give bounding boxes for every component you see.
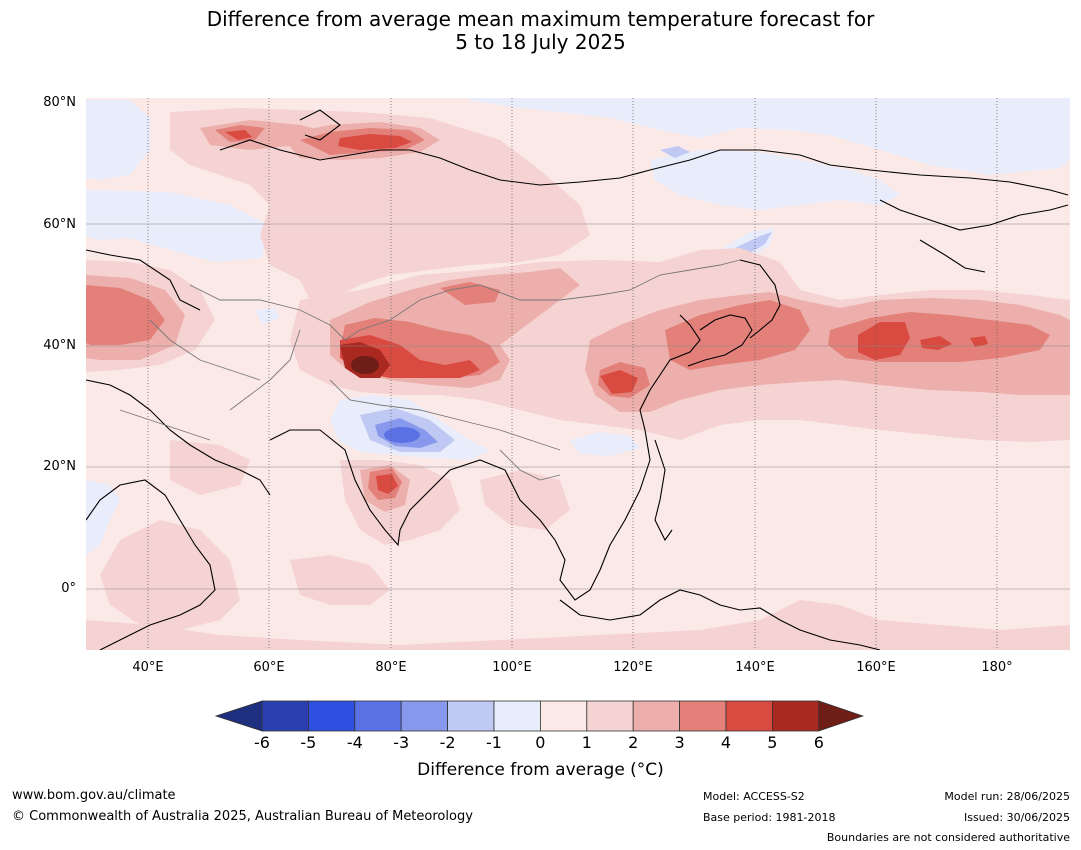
colorbar-swatch: [354, 700, 402, 732]
colorbar-tick-label: -4: [346, 733, 363, 752]
footer-website: www.bom.gov.au/climate: [12, 788, 176, 803]
lat-label-20n: 20°N: [43, 459, 76, 474]
footer-issued: Issued: 30/06/2025: [963, 811, 1070, 824]
coastlines: [86, 109, 1069, 650]
colorbar-tick-label: 5: [767, 733, 778, 752]
lat-label-40n: 40°N: [43, 338, 76, 353]
lon-label-60e: 60°E: [253, 660, 285, 675]
lat-label-60n: 60°N: [43, 217, 76, 232]
lon-label-100e: 100°E: [492, 660, 532, 675]
colorbar-swatch: [586, 700, 634, 732]
map-gridlines: [86, 223, 1070, 590]
footer-model: Model: ACCESS-S2: [703, 790, 805, 803]
meridian-lines: [147, 98, 998, 650]
colorbar-swatch: [447, 700, 495, 732]
cool-anomaly-core: [384, 427, 420, 443]
colorbar-swatch: [261, 700, 309, 732]
colorbar-swatch: [725, 700, 773, 732]
lon-label-120e: 120°E: [613, 660, 653, 675]
lon-label-160e: 160°E: [856, 660, 896, 675]
lat-label-80n: 80°N: [43, 95, 76, 110]
footer-base-period: Base period: 1981-2018: [703, 811, 836, 824]
lat-label-equator: 0°: [61, 581, 76, 596]
colorbar-tick-label: 6: [813, 733, 824, 752]
colorbar-tick-label: 1: [581, 733, 592, 752]
lon-label-80e: 80°E: [375, 660, 407, 675]
title-line-1: Difference from average mean maximum tem…: [206, 7, 875, 31]
colorbar-arrow-low: [214, 700, 263, 732]
colorbar-tick-label: 3: [674, 733, 685, 752]
colorbar-tick-label: -2: [439, 733, 456, 752]
colorbar-swatch: [679, 700, 727, 732]
colorbar-tick-label: -3: [393, 733, 410, 752]
footer-copyright: © Commonwealth of Australia 2025, Austra…: [12, 809, 473, 824]
colorbar-tick-label: -6: [254, 733, 270, 752]
colorbar-tick-label: 4: [720, 733, 732, 752]
footer-model-run: Model run: 28/06/2025: [944, 790, 1070, 803]
lon-label-140e: 140°E: [735, 660, 775, 675]
colorbar-swatch: [493, 700, 541, 732]
title-line-2: 5 to 18 July 2025: [455, 30, 626, 54]
colorbar-tick-label: 2: [628, 733, 639, 752]
country-boundaries: [119, 259, 741, 481]
warm-anomaly-max: [351, 356, 379, 374]
colorbar-tick-label: 0: [535, 733, 546, 752]
colorbar-swatch: [632, 700, 681, 732]
colorbar-tick-label: -5: [300, 733, 317, 752]
colorbar-swatch: [540, 700, 588, 732]
colorbar-title: Difference from average (°C): [417, 760, 664, 780]
footer-disclaimer: Boundaries are not considered authoritat…: [826, 831, 1070, 844]
colorbar-swatch: [307, 700, 356, 732]
colorbar-swatch: [400, 700, 449, 732]
colorbar-swatch: [772, 700, 820, 732]
colorbar-arrow-high: [818, 700, 865, 732]
map-title: Difference from average mean maximum tem…: [0, 8, 1081, 54]
colorbar-tick-label: -1: [486, 733, 502, 752]
lon-label-180: 180°: [981, 660, 1013, 675]
lon-label-40e: 40°E: [132, 660, 164, 675]
map-area: [86, 98, 1070, 650]
